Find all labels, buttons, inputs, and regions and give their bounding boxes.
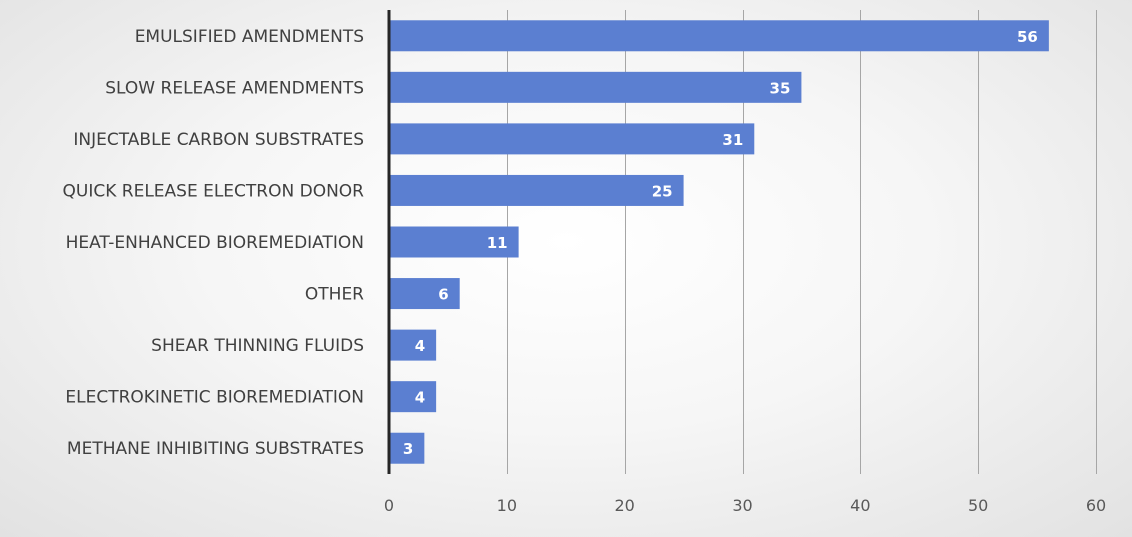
bar [389, 432, 425, 464]
bar [389, 123, 755, 155]
bars [389, 20, 1049, 464]
data-label: 25 [652, 182, 673, 200]
category-label: OTHER [305, 285, 364, 305]
x-tick-label: 30 [732, 496, 752, 515]
x-tick-label: 10 [497, 496, 517, 515]
bar [389, 278, 460, 310]
bar [389, 329, 437, 361]
category-label: HEAT-ENHANCED BIOREMEDIATION [66, 233, 364, 253]
x-tick-labels: 0 10 20 30 40 50 60 [384, 496, 1106, 515]
category-label: QUICK RELEASE ELECTRON DONOR [63, 181, 365, 201]
category-label: INJECTABLE CARBON SUBSTRATES [73, 130, 364, 150]
data-label: 6 [438, 286, 448, 304]
data-label: 56 [1017, 28, 1038, 46]
bar [389, 381, 437, 413]
x-tick-label: 50 [968, 496, 988, 515]
x-tick-label: 40 [850, 496, 870, 515]
x-tick-label: 20 [614, 496, 634, 515]
data-label: 3 [403, 440, 413, 458]
category-label: METHANE INHIBITING SUBSTRATES [67, 439, 364, 459]
data-label: 4 [415, 389, 425, 407]
category-label: ELECTROKINETIC BIOREMEDIATION [65, 388, 364, 408]
category-label: EMULSIFIED AMENDMENTS [135, 27, 364, 47]
category-labels: EMULSIFIED AMENDMENTS SLOW RELEASE AMENDM… [63, 27, 365, 459]
category-label: SHEAR THINNING FLUIDS [151, 336, 364, 356]
data-label: 4 [415, 337, 425, 355]
bar [389, 226, 519, 258]
bar [389, 174, 684, 206]
data-label: 11 [487, 234, 508, 252]
x-tick-label: 60 [1086, 496, 1106, 515]
data-labels: 56 35 31 25 11 6 4 4 3 [403, 28, 1038, 458]
data-label: 31 [722, 131, 743, 149]
category-label: SLOW RELEASE AMENDMENTS [105, 78, 364, 98]
bar [389, 71, 802, 103]
bar [389, 20, 1049, 52]
data-label: 35 [770, 79, 791, 97]
x-tick-label: 0 [384, 496, 394, 515]
